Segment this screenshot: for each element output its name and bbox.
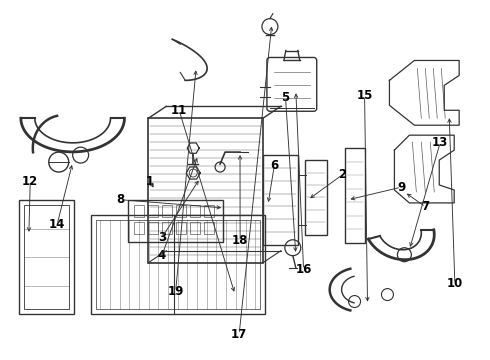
Text: 17: 17 — [231, 328, 247, 341]
Bar — [148, 118, 263, 263]
Text: 13: 13 — [432, 136, 448, 149]
Text: 2: 2 — [339, 168, 347, 181]
Text: 8: 8 — [117, 193, 124, 206]
Text: 1: 1 — [146, 175, 154, 188]
Bar — [148, 222, 158, 234]
Bar — [176, 222, 186, 234]
Text: 6: 6 — [270, 159, 278, 172]
Bar — [344, 148, 365, 243]
Text: 7: 7 — [421, 201, 430, 213]
Text: 18: 18 — [232, 234, 248, 247]
Text: 3: 3 — [158, 231, 166, 244]
Text: 11: 11 — [171, 104, 187, 117]
Bar — [96, 220, 260, 310]
Text: 9: 9 — [397, 181, 405, 194]
Text: 10: 10 — [447, 278, 463, 291]
Bar — [148, 205, 158, 217]
Bar — [128, 200, 223, 242]
Text: 14: 14 — [49, 218, 65, 231]
Text: 12: 12 — [22, 175, 38, 188]
Bar — [204, 205, 214, 217]
Bar — [91, 215, 265, 315]
Bar — [19, 200, 74, 315]
Bar — [176, 205, 186, 217]
Text: 19: 19 — [168, 285, 184, 298]
Bar — [162, 222, 172, 234]
Bar — [24, 205, 69, 310]
Bar — [134, 205, 145, 217]
Bar — [134, 222, 145, 234]
Text: 5: 5 — [281, 91, 290, 104]
Bar — [263, 155, 298, 245]
Text: 15: 15 — [356, 89, 373, 102]
Text: 16: 16 — [295, 263, 312, 276]
Bar — [305, 160, 327, 235]
Bar — [162, 205, 172, 217]
Text: 4: 4 — [158, 249, 166, 262]
Bar — [190, 222, 200, 234]
Bar — [190, 205, 200, 217]
Bar — [204, 222, 214, 234]
